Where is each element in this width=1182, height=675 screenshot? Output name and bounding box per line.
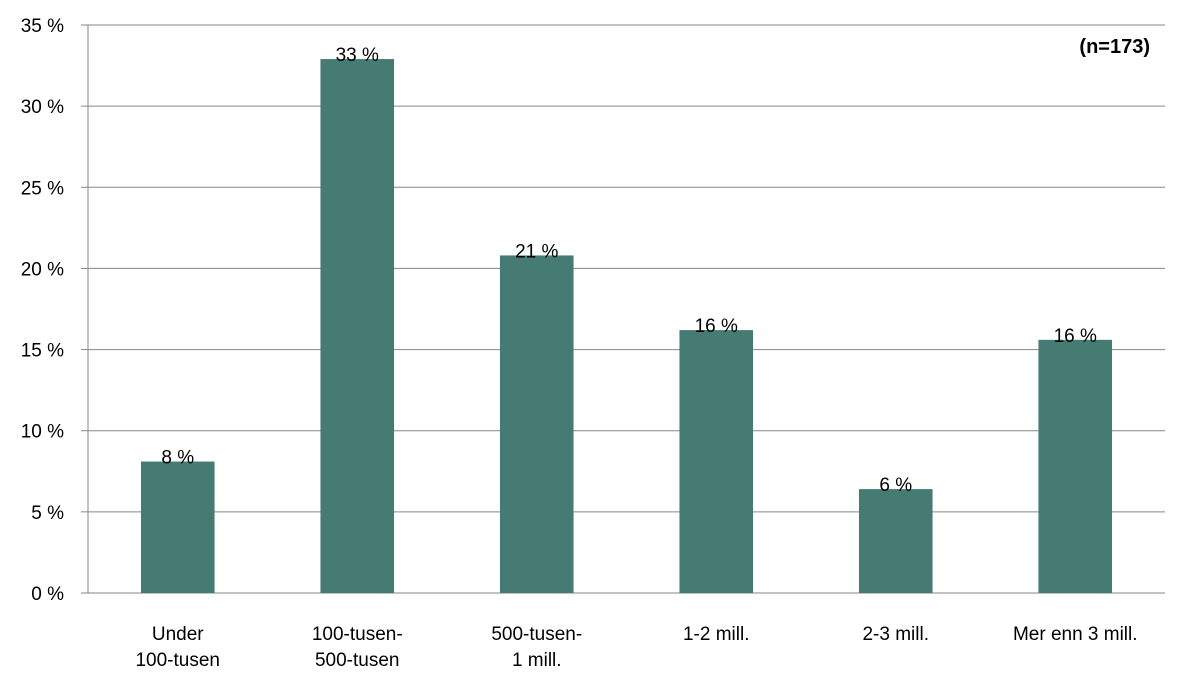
y-tick-label: 15 % — [21, 341, 64, 362]
y-tick-label: 10 % — [21, 422, 64, 443]
data-label: 33 % — [336, 45, 379, 66]
y-tick-label: 20 % — [21, 259, 64, 280]
data-label: 8 % — [161, 448, 194, 469]
x-category-label: 2-3 mill. — [862, 624, 929, 645]
data-label: 16 % — [1054, 326, 1097, 347]
x-category-label: Under 100-tusen — [135, 624, 220, 670]
bars — [140, 59, 1113, 593]
data-label: 6 % — [879, 475, 912, 496]
y-tick-label: 5 % — [31, 503, 64, 524]
x-category-label: 100-tusen-500-tusen — [312, 624, 403, 670]
bar — [1038, 339, 1113, 593]
bar — [679, 330, 754, 593]
y-tick-label: 25 % — [21, 178, 64, 199]
data-label: 21 % — [515, 241, 558, 262]
labels: 0 % 5 % 10 % 15 % 20 % 25 % 30 % 35 % 8 % Under 10… — [21, 16, 1138, 671]
gridlines — [88, 24, 1165, 513]
bar — [858, 489, 933, 593]
sample-size-label: (n=173) — [1079, 36, 1150, 58]
axes — [81, 24, 1165, 594]
bar — [320, 59, 395, 593]
x-category-label: 500-tusen-1 mill. — [491, 624, 582, 670]
bar — [140, 461, 215, 593]
x-category-label: 1-2 mill. — [683, 624, 750, 645]
y-tick-label: 35 % — [21, 16, 64, 37]
y-tick-label: 30 % — [21, 97, 64, 118]
x-category-label: Mer enn 3 mill. — [1013, 624, 1138, 645]
bar — [499, 255, 574, 593]
y-tick-label: 0 % — [31, 584, 64, 605]
data-label: 16 % — [695, 316, 738, 337]
